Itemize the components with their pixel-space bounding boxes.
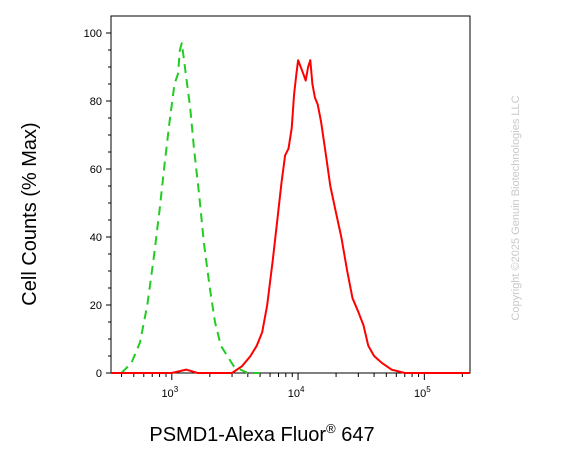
x-tick-label-exponent: 3 — [174, 385, 179, 394]
x-axis-title-sup: ® — [326, 421, 336, 436]
x-axis-title: PSMD1-Alexa Fluor® 647 — [149, 421, 374, 446]
y-tick-label: 40 — [90, 232, 102, 244]
x-tick-label-base: 10 — [288, 388, 300, 400]
x-axis-title-main: PSMD1-Alexa Fluor — [149, 424, 326, 446]
copyright-watermark: Copyright ©2025 Genuin Biotechnologies L… — [510, 95, 522, 320]
plot-area — [110, 15, 471, 374]
x-axis-title-tail: 647 — [336, 424, 375, 446]
x-tick-label: 104 — [288, 385, 305, 400]
x-tick-label: 105 — [414, 385, 431, 400]
y-axis: 0 20 40 60 80 100 — [84, 28, 111, 380]
y-axis-title: Cell Counts (% Max) — [19, 122, 41, 305]
series-line-sample — [111, 59, 470, 374]
x-tick-label-exponent: 4 — [300, 385, 305, 394]
x-tick-label-exponent: 5 — [426, 385, 431, 394]
x-tick-label: 103 — [161, 385, 178, 400]
y-tick-label: 80 — [90, 96, 102, 108]
y-tick-label: 0 — [96, 368, 102, 380]
y-tick-label: 60 — [90, 164, 102, 176]
series-layer — [111, 42, 470, 374]
plot-frame — [110, 15, 471, 374]
y-tick-label: 100 — [84, 28, 102, 40]
x-tick-label-base: 10 — [161, 388, 173, 400]
y-tick-label: 20 — [90, 300, 102, 312]
series-line-control — [120, 42, 261, 374]
x-axis: 103 104 105 — [121, 373, 463, 400]
x-tick-label-base: 10 — [414, 388, 426, 400]
